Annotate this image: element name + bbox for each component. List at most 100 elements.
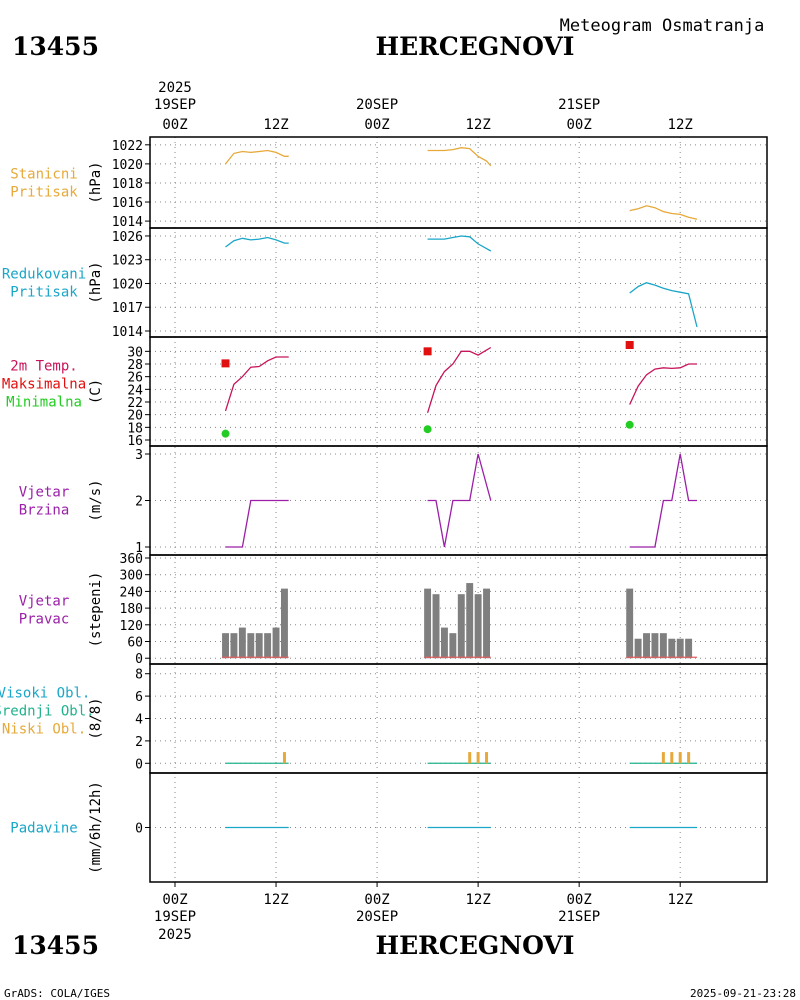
y-tick-label: 16 [127, 434, 143, 449]
panel-title-line: Srednji Obl. [0, 704, 95, 720]
time-label-bottom: 00Z [567, 892, 592, 908]
y-tick-label: 2 [135, 495, 143, 510]
panel-title-line: Maksimalna [2, 377, 86, 393]
cloud-bar [687, 752, 691, 764]
y-tick-label: 8 [135, 668, 143, 683]
wind-direction-bar [474, 594, 482, 659]
cloud-bar [670, 752, 674, 764]
y-tick-label: 1 [135, 541, 143, 556]
date-label-top: 20SEP [356, 97, 398, 113]
y-tick-label: 1026 [112, 230, 143, 245]
panel-title-line: Visoki Obl. [0, 686, 90, 702]
station-id-top: 13455 [12, 32, 99, 61]
date-label-bottom: 19SEP [154, 909, 196, 925]
year-label-bottom: 2025 [158, 927, 192, 943]
y-tick-label: 60 [127, 636, 143, 651]
wind-direction-bar [626, 588, 634, 659]
wind-direction-bar [238, 627, 246, 659]
panel-title-line: Redukovani [2, 267, 86, 283]
wind-direction-bar [272, 627, 280, 659]
y-tick-label: 28 [127, 358, 143, 373]
series-line [629, 282, 698, 328]
series-line [224, 149, 289, 165]
wind-direction-bar [424, 588, 432, 659]
y-tick-label: 1014 [112, 215, 143, 230]
y-tick-label: 26 [127, 371, 143, 386]
series-line [426, 346, 492, 413]
grid-layer [150, 137, 767, 882]
wind-direction-bar [449, 633, 457, 659]
wind-direction-bar [457, 594, 465, 659]
wind-direction-bar [222, 633, 229, 659]
series-line [427, 453, 492, 548]
panel-title-line: Niski Obl. [2, 722, 86, 738]
time-label-top: 00Z [567, 117, 592, 133]
time-label-bottom: 12Z [668, 892, 693, 908]
panel-title-line: Pravac [19, 612, 70, 628]
y-tick-label: 0 [135, 757, 143, 772]
max-temp-marker [221, 359, 230, 368]
y-tick-label: 24 [127, 383, 143, 398]
panel-title-line: Stanicni [10, 167, 77, 183]
y-tick-label: 6 [135, 690, 143, 705]
y-tick-label: 1023 [112, 254, 143, 269]
subtitle: Meteogram Osmatranja [560, 16, 765, 36]
wind-direction-bar [651, 633, 659, 659]
date-label-bottom: 21SEP [558, 909, 600, 925]
panel-frame [149, 772, 768, 883]
y-tick-label: 18 [127, 421, 143, 436]
wind-direction-bar [643, 633, 650, 659]
time-label-top: 00Z [364, 117, 389, 133]
wind-direction-bar [432, 594, 440, 659]
time-label-bottom: 12Z [263, 892, 288, 908]
cloud-bar [282, 752, 286, 764]
y-tick-label: 240 [120, 585, 143, 600]
date-label-bottom: 20SEP [356, 909, 398, 925]
time-label-top: 00Z [162, 117, 187, 133]
y-tick-label: 1016 [112, 196, 143, 211]
y-tick-label: 30 [127, 345, 143, 360]
y-axis-label: (m/s) [88, 479, 104, 521]
panel-title-line: Pritisak [10, 185, 78, 201]
series-line [225, 499, 289, 548]
cloud-bar [485, 752, 489, 764]
data-layer [221, 147, 698, 829]
wind-direction-bar [668, 638, 676, 659]
y-tick-label: 360 [120, 552, 143, 567]
min-temp-marker [625, 420, 634, 429]
y-tick-label: 2 [135, 735, 143, 750]
panel-title-line: Padavine [10, 821, 77, 837]
time-label-bottom: 12Z [465, 892, 490, 908]
wind-direction-bar [255, 633, 263, 659]
footer-timestamp: 2025-09-21-23:28 [690, 987, 796, 1000]
wind-direction-bar [264, 633, 272, 659]
y-tick-label: 0 [135, 822, 143, 837]
panel-title-line: 2m Temp. [10, 359, 77, 375]
series-line [427, 147, 492, 167]
y-tick-label: 180 [120, 602, 143, 617]
y-axis-label: (C) [88, 379, 104, 404]
panel-title-line: Brzina [19, 503, 70, 519]
panel-frame [149, 227, 768, 338]
wind-direction-bar [659, 633, 667, 659]
cloud-bar [661, 752, 665, 764]
panel-title-line: Vjetar [19, 594, 70, 610]
y-axis-label: (mm/6h/12h) [88, 781, 104, 874]
y-tick-label: 22 [127, 396, 143, 411]
station-name-bottom: HERCEGNOVI [375, 931, 574, 960]
wind-direction-bar [440, 627, 448, 659]
y-tick-label: 1020 [112, 277, 143, 292]
min-temp-marker [221, 429, 230, 438]
wind-direction-bar [281, 588, 288, 659]
wind-direction-bar [230, 633, 238, 659]
y-tick-label: 1014 [112, 325, 143, 340]
frame-layer [145, 136, 768, 887]
max-temp-marker [625, 341, 634, 349]
y-axis-label: (8/8) [88, 697, 104, 739]
panel-frame [149, 663, 768, 774]
y-tick-label: 0 [135, 652, 143, 667]
year-label-top: 2025 [158, 80, 192, 96]
time-label-top: 12Z [465, 117, 490, 133]
